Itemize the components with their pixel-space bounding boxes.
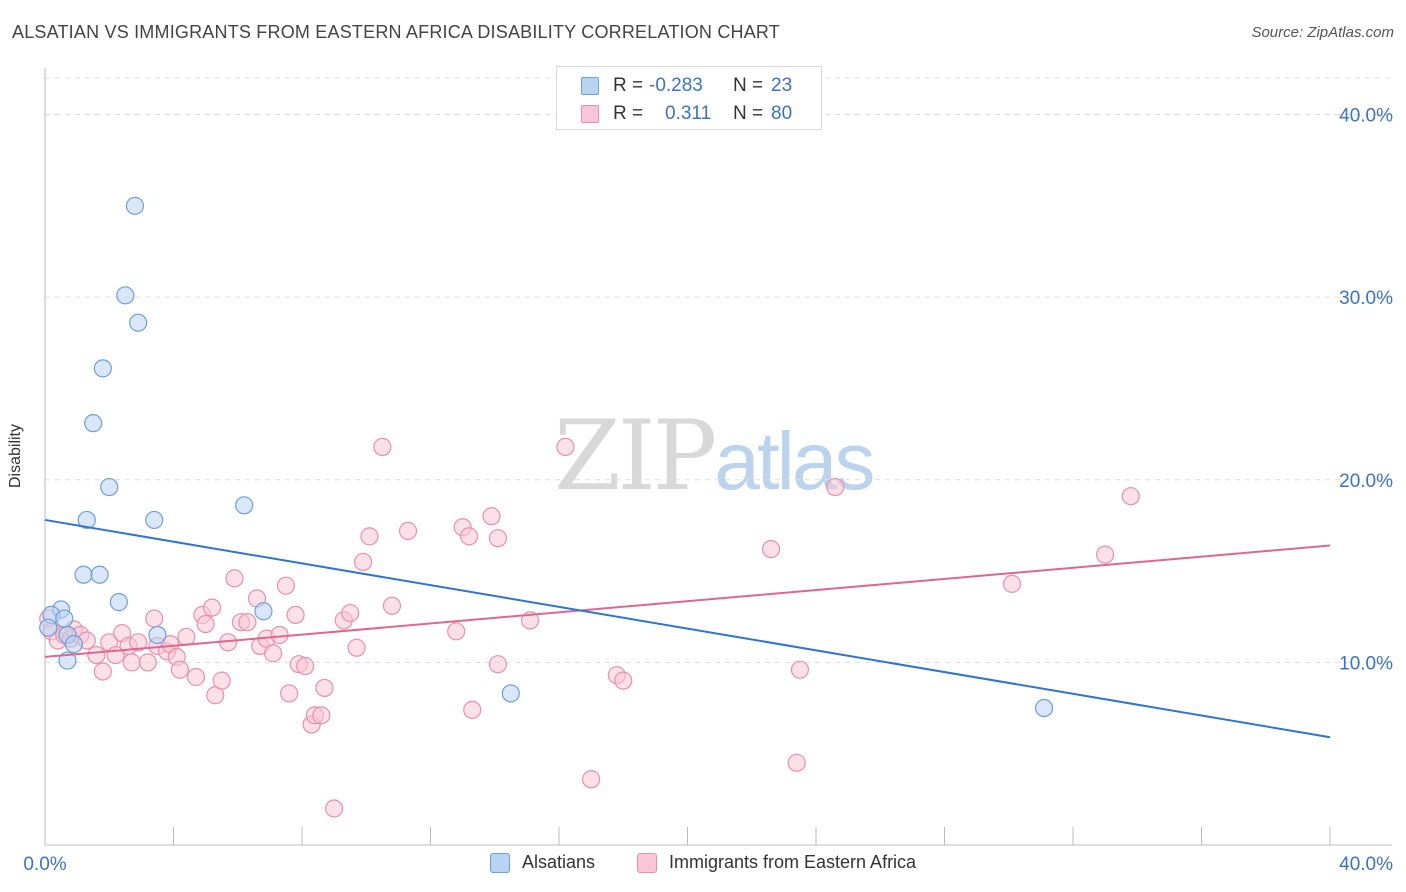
alsatian-point bbox=[1034, 698, 1054, 718]
eastern-africa-point bbox=[225, 569, 244, 588]
n-value: 23 bbox=[771, 75, 793, 96]
y-tick-label: 30.0% bbox=[1339, 288, 1393, 309]
eastern-africa-point bbox=[761, 540, 781, 559]
eastern-africa-point bbox=[347, 638, 366, 657]
n-label: N = bbox=[733, 75, 764, 96]
eastern-africa-point bbox=[202, 598, 222, 617]
eastern-africa-point bbox=[93, 662, 112, 681]
alsatian-point bbox=[148, 625, 167, 645]
eastern-africa-point bbox=[286, 605, 305, 625]
r-label: R = bbox=[613, 103, 644, 124]
eastern-africa-point bbox=[614, 671, 633, 690]
legend-row-eastern-africa: R = 0.311 N = 80 bbox=[557, 101, 821, 127]
eastern-africa-point bbox=[87, 645, 106, 665]
eastern-africa-point bbox=[170, 660, 190, 679]
eastern-africa-point bbox=[341, 603, 360, 623]
eastern-africa-point bbox=[263, 644, 283, 663]
alsatian-point bbox=[64, 635, 84, 654]
alsatian-point bbox=[74, 565, 93, 584]
alsatian-point bbox=[55, 609, 74, 628]
x-tick-label: 0.0% bbox=[23, 854, 66, 875]
eastern-africa-point bbox=[482, 507, 501, 526]
y-tick-label: 20.0% bbox=[1339, 471, 1393, 492]
eastern-africa-point bbox=[398, 521, 418, 540]
alsatian-point bbox=[254, 602, 273, 621]
r-value: -0.283 bbox=[649, 75, 703, 96]
eastern-africa-point bbox=[276, 576, 296, 595]
eastern-africa-point bbox=[145, 609, 164, 628]
alsatians-legend-swatch bbox=[490, 853, 510, 873]
eastern-africa-point bbox=[177, 627, 196, 646]
alsatian-point bbox=[84, 414, 103, 433]
eastern-africa-point bbox=[129, 633, 148, 652]
eastern-africa-point bbox=[459, 527, 479, 546]
r-value: 0.311 bbox=[665, 103, 712, 124]
eastern-africa-point bbox=[463, 700, 482, 719]
alsatian-point bbox=[501, 684, 520, 703]
alsatian-point bbox=[125, 196, 145, 215]
eastern-africa-point bbox=[488, 529, 508, 548]
alsatian-point bbox=[129, 313, 148, 332]
eastern-africa-point bbox=[488, 655, 508, 674]
chart-source: Source: ZipAtlas.com bbox=[1251, 24, 1394, 41]
eastern-africa-point bbox=[186, 667, 206, 687]
alsatians-legend-label: Alsatians bbox=[522, 852, 596, 872]
chart-title: ALSATIAN VS IMMIGRANTS FROM EASTERN AFRI… bbox=[12, 22, 780, 42]
eastern-africa-point bbox=[1096, 545, 1115, 564]
eastern-africa-legend-label: Immigrants from Eastern Africa bbox=[669, 852, 917, 872]
eastern-africa-point bbox=[280, 684, 299, 703]
eastern-africa-point bbox=[582, 770, 601, 789]
eastern-africa-point bbox=[238, 613, 257, 632]
alsatian-point bbox=[116, 286, 135, 305]
alsatian-point bbox=[93, 359, 112, 378]
watermark: ZIPatlas bbox=[554, 400, 875, 512]
y-tick-label: 10.0% bbox=[1339, 653, 1393, 674]
alsatian-point bbox=[100, 477, 119, 497]
eastern-africa-point bbox=[1121, 487, 1140, 506]
n-value: 80 bbox=[771, 103, 793, 124]
eastern-africa-point bbox=[360, 527, 379, 546]
y-axis-label: Disability bbox=[7, 423, 24, 489]
watermark-zip: ZIP bbox=[554, 400, 717, 512]
alsatian-point bbox=[77, 510, 96, 530]
eastern-africa-point bbox=[790, 660, 810, 679]
eastern-africa-trend-line bbox=[44, 544, 1331, 658]
correlation-legend: R = -0.283 N = 23 R = 0.311 N = 80 bbox=[556, 66, 822, 130]
alsatian-point bbox=[235, 496, 254, 515]
eastern-africa-point bbox=[826, 477, 845, 497]
eastern-africa-point bbox=[212, 671, 231, 690]
eastern-africa-point bbox=[787, 753, 806, 772]
watermark-atlas: atlas bbox=[714, 416, 875, 507]
eastern-africa-point bbox=[138, 653, 157, 672]
eastern-africa-point bbox=[270, 625, 289, 645]
eastern-africa-point bbox=[447, 622, 466, 641]
eastern-africa-point bbox=[312, 706, 331, 725]
alsatian-trend-line bbox=[44, 518, 1331, 739]
alsatian-point bbox=[39, 618, 58, 637]
eastern-africa-point bbox=[196, 614, 215, 634]
eastern-africa-point bbox=[1002, 574, 1022, 593]
n-label: N = bbox=[733, 103, 764, 124]
eastern-africa-point bbox=[373, 437, 392, 456]
eastern-africa-point bbox=[122, 653, 141, 672]
eastern-africa-legend-swatch bbox=[637, 853, 657, 873]
r-label: R = bbox=[613, 75, 644, 96]
y-tick-label: 40.0% bbox=[1339, 106, 1393, 127]
alsatians-swatch bbox=[581, 77, 599, 95]
alsatian-point bbox=[145, 510, 164, 530]
eastern-africa-point bbox=[315, 678, 334, 698]
eastern-africa-swatch bbox=[581, 105, 599, 123]
alsatian-point bbox=[109, 593, 128, 612]
eastern-africa-point bbox=[382, 596, 402, 615]
eastern-africa-point bbox=[296, 656, 315, 676]
eastern-africa-point bbox=[325, 799, 344, 818]
alsatian-point bbox=[90, 565, 109, 584]
eastern-africa-point bbox=[353, 552, 373, 572]
x-tick-label: 40.0% bbox=[1339, 854, 1393, 875]
eastern-africa-point bbox=[556, 437, 575, 456]
legend-row-alsatians: R = -0.283 N = 23 bbox=[557, 73, 821, 99]
